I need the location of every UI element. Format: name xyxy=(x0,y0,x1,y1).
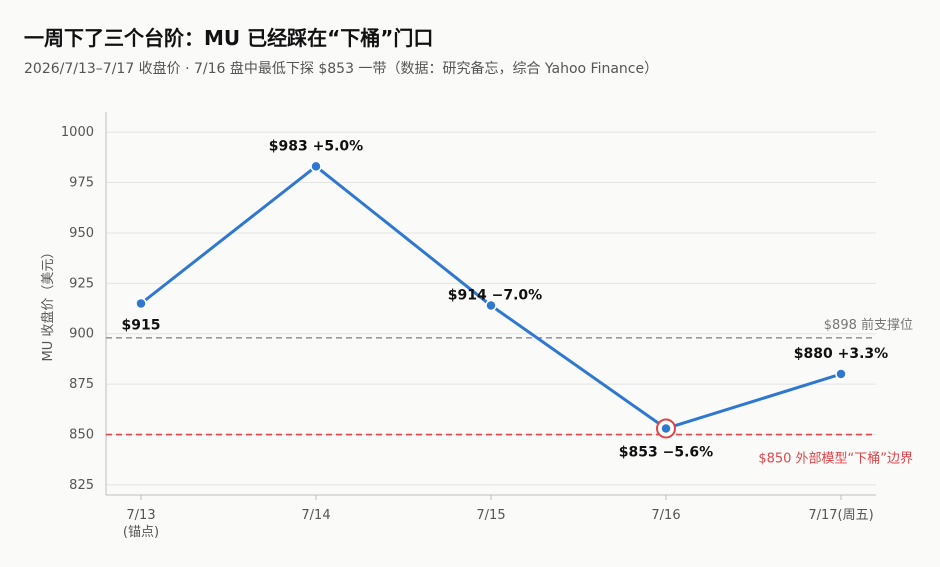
data-point xyxy=(485,299,497,312)
y-tick-label: 900 xyxy=(69,327,94,342)
y-tick-label: 825 xyxy=(69,478,94,493)
y-tick-label: 875 xyxy=(69,377,94,392)
support-reference-label: $898 前支撑位 xyxy=(824,317,913,333)
chart-title: 一周下了三个台阶：MU 已经踩在“下桶”门口 xyxy=(24,26,434,50)
x-tick-label: 7/16 xyxy=(651,508,680,523)
data-label: $983 +5.0% xyxy=(269,138,363,154)
y-tick-label: 850 xyxy=(69,428,94,443)
data-label: $914 −7.0% xyxy=(448,288,542,304)
chart-subtitle: 2026/7/13–7/17 收盘价 · 7/16 盘中最低下探 $853 一带… xyxy=(24,61,659,77)
data-label: $853 −5.6% xyxy=(619,444,713,460)
y-tick-label: 975 xyxy=(69,176,94,191)
y-tick-label: 1000 xyxy=(61,125,94,140)
data-point xyxy=(310,160,322,173)
data-point xyxy=(660,422,672,435)
lower-bucket-reference-label: $850 外部模型“下桶”边界 xyxy=(758,452,913,467)
data-label: $915 xyxy=(122,318,161,334)
x-tick-label: 7/17(周五) xyxy=(808,508,873,523)
data-label: $880 +3.3% xyxy=(794,346,888,362)
x-tick-label: 7/13 (锚点) xyxy=(123,508,159,540)
x-tick-label: 7/15 xyxy=(476,508,505,523)
data-point xyxy=(135,297,147,310)
data-point xyxy=(835,368,847,380)
y-tick-label: 925 xyxy=(69,276,94,291)
x-tick-label: 7/14 xyxy=(301,508,330,523)
y-tick-label: 950 xyxy=(69,226,94,241)
y-axis-label: MU 收盘价（美元） xyxy=(40,246,56,362)
